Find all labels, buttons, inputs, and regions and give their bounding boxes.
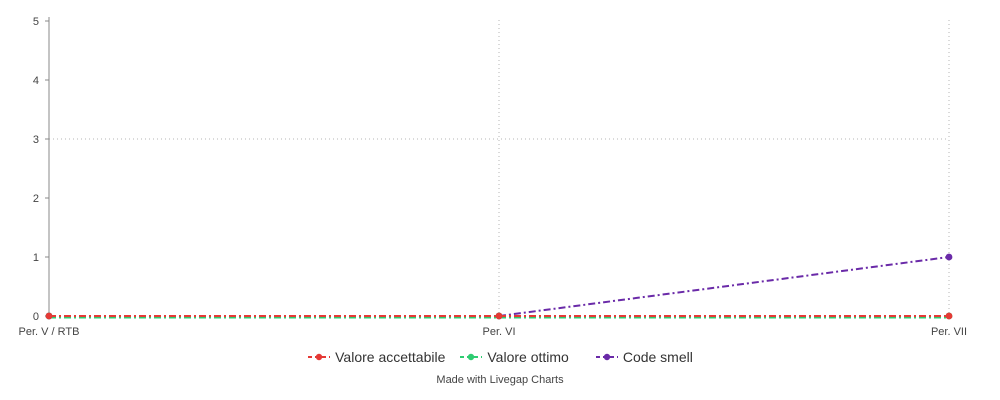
axis-layer <box>45 17 50 317</box>
series-line-code-smell <box>49 256 950 317</box>
grid-layer <box>49 20 950 316</box>
y-tick-label: 3 <box>33 134 39 146</box>
series-layer <box>45 253 953 320</box>
legend-label: Code smell <box>622 349 693 365</box>
y-tick-label: 5 <box>33 16 39 28</box>
legend-item-code-smell[interactable]: Code smell <box>595 349 693 365</box>
line-chart: 0 1 2 3 4 5 Per. V / RTB Per. VI Per. VII <box>19 16 968 338</box>
data-point-code-smell <box>945 253 953 261</box>
y-tick-label: 2 <box>33 193 39 205</box>
data-point-valore-accettabile <box>495 312 503 320</box>
legend-swatch-valore-ottimo <box>460 353 483 361</box>
legend-item-valore-accettabile[interactable]: Valore accettabile <box>307 349 445 365</box>
y-tick-label: 4 <box>33 75 39 87</box>
tick-label-layer: 0 1 2 3 4 5 Per. V / RTB Per. VI Per. VII <box>19 16 968 338</box>
x-tick-label: Per. VII <box>931 326 967 338</box>
chart-credit: Made with Livegap Charts <box>436 374 564 386</box>
data-point-valore-accettabile <box>45 312 53 320</box>
legend-swatch-valore-accettabile <box>308 353 331 361</box>
legend-label: Valore ottimo <box>487 349 569 365</box>
legend-label: Valore accettabile <box>335 349 446 365</box>
y-tick-label: 0 <box>33 311 39 323</box>
x-tick-label: Per. VI <box>482 326 515 338</box>
y-tick-label: 1 <box>33 252 39 264</box>
x-tick-label: Per. V / RTB <box>19 326 80 338</box>
legend-swatch-code-smell <box>595 353 618 361</box>
legend-item-valore-ottimo[interactable]: Valore ottimo <box>459 349 569 365</box>
data-point-valore-accettabile <box>945 312 953 320</box>
legend: Valore accettabile Valore ottimo Code sm… <box>0 349 1000 365</box>
